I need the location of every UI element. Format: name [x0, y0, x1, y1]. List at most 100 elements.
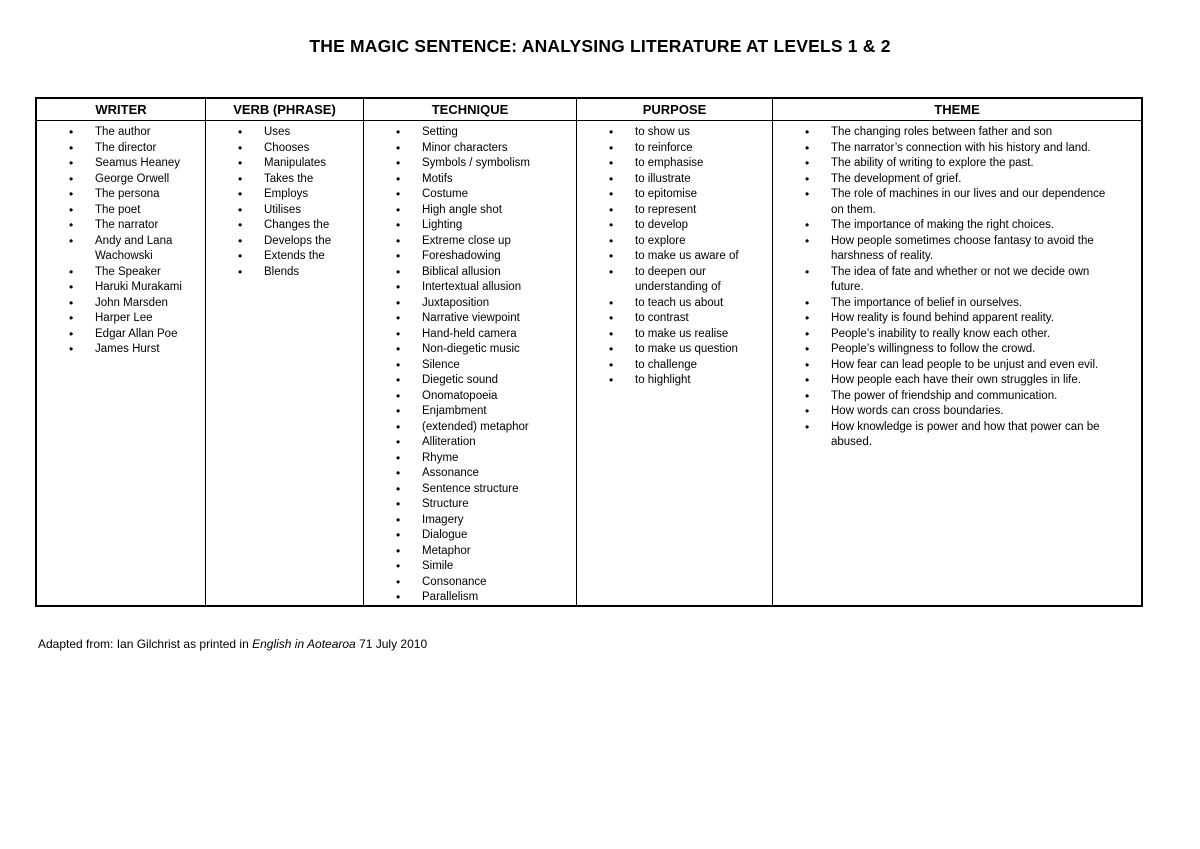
column-header-verb-phrase: VERB (PHRASE)	[206, 99, 363, 121]
list-item: Enjambment	[364, 404, 562, 420]
list-item: to epitomise	[577, 187, 758, 203]
list-item: High angle shot	[364, 203, 562, 219]
list-item: Extreme close up	[364, 234, 562, 250]
technique-list: SettingMinor charactersSymbols / symboli…	[364, 121, 576, 605]
list-item: Lighting	[364, 218, 562, 234]
list-item: to develop	[577, 218, 758, 234]
list-item: The Speaker	[37, 265, 191, 281]
list-item: How words can cross boundaries.	[773, 404, 1121, 420]
list-item: Narrative viewpoint	[364, 311, 562, 327]
list-item: to illustrate	[577, 172, 758, 188]
list-item: Imagery	[364, 513, 562, 529]
column-header-technique: TECHNIQUE	[364, 99, 576, 121]
list-item: Costume	[364, 187, 562, 203]
list-item: John Marsden	[37, 296, 191, 312]
column-theme: THEME The changing roles between father …	[772, 99, 1141, 605]
list-item: Onomatopoeia	[364, 389, 562, 405]
list-item: How knowledge is power and how that powe…	[773, 420, 1121, 451]
list-item: Hand-held camera	[364, 327, 562, 343]
column-header-writer: WRITER	[37, 99, 205, 121]
list-item: Foreshadowing	[364, 249, 562, 265]
list-item: Manipulates	[206, 156, 349, 172]
list-item: The director	[37, 141, 191, 157]
attribution-note: Adapted from: Ian Gilchrist as printed i…	[38, 637, 427, 651]
list-item: The idea of fate and whether or not we d…	[773, 265, 1121, 296]
list-item: to show us	[577, 125, 758, 141]
column-header-theme: THEME	[773, 99, 1141, 121]
attribution-prefix: Adapted from: Ian Gilchrist as printed i…	[38, 637, 253, 651]
list-item: Dialogue	[364, 528, 562, 544]
list-item: James Hurst	[37, 342, 191, 358]
list-item: People’s inability to really know each o…	[773, 327, 1121, 343]
attribution-suffix: 71 July 2010	[355, 637, 428, 651]
list-item: Minor characters	[364, 141, 562, 157]
list-item: Sentence structure	[364, 482, 562, 498]
list-item: Extends the	[206, 249, 349, 265]
list-item: to make us question	[577, 342, 758, 358]
list-item: The ability of writing to explore the pa…	[773, 156, 1121, 172]
list-item: The development of grief.	[773, 172, 1121, 188]
list-item: The role of machines in our lives and ou…	[773, 187, 1121, 218]
writer-list: The authorThe directorSeamus HeaneyGeorg…	[37, 121, 205, 605]
list-item: Edgar Allan Poe	[37, 327, 191, 343]
list-item: Develops the	[206, 234, 349, 250]
list-item: to represent	[577, 203, 758, 219]
list-item: Biblical allusion	[364, 265, 562, 281]
list-item: Haruki Murakami	[37, 280, 191, 296]
list-item: Structure	[364, 497, 562, 513]
list-item: Takes the	[206, 172, 349, 188]
list-item: The persona	[37, 187, 191, 203]
list-item: Diegetic sound	[364, 373, 562, 389]
list-item: Metaphor	[364, 544, 562, 560]
attribution-journal-title: English in Aotearoa	[252, 637, 356, 651]
list-item: Seamus Heaney	[37, 156, 191, 172]
list-item: Chooses	[206, 141, 349, 157]
list-item: The author	[37, 125, 191, 141]
list-item: (extended) metaphor	[364, 420, 562, 436]
list-item: Setting	[364, 125, 562, 141]
list-item: Andy and Lana Wachowski	[37, 234, 191, 265]
list-item: The power of friendship and communicatio…	[773, 389, 1121, 405]
list-item: The changing roles between father and so…	[773, 125, 1121, 141]
list-item: to emphasise	[577, 156, 758, 172]
list-item: Symbols / symbolism	[364, 156, 562, 172]
list-item: The narrator’s connection with his histo…	[773, 141, 1121, 157]
purpose-list: to show usto reinforceto emphasiseto ill…	[577, 121, 772, 605]
list-item: to deepen our understanding of	[577, 265, 758, 296]
list-item: Silence	[364, 358, 562, 374]
list-item: Parallelism	[364, 590, 562, 605]
list-item: Consonance	[364, 575, 562, 591]
theme-list: The changing roles between father and so…	[773, 121, 1141, 605]
list-item: Rhyme	[364, 451, 562, 467]
list-item: to teach us about	[577, 296, 758, 312]
list-item: Employs	[206, 187, 349, 203]
list-item: The poet	[37, 203, 191, 219]
list-item: People’s willingness to follow the crowd…	[773, 342, 1121, 358]
list-item: How reality is found behind apparent rea…	[773, 311, 1121, 327]
list-item: Changes the	[206, 218, 349, 234]
list-item: Motifs	[364, 172, 562, 188]
column-technique: TECHNIQUE SettingMinor charactersSymbols…	[363, 99, 576, 605]
list-item: Uses	[206, 125, 349, 141]
verb-phrase-list: UsesChoosesManipulatesTakes theEmploysUt…	[206, 121, 363, 605]
list-item: to make us realise	[577, 327, 758, 343]
analysis-table: WRITER The authorThe directorSeamus Hean…	[35, 97, 1143, 607]
list-item: Intertextual allusion	[364, 280, 562, 296]
list-item: to explore	[577, 234, 758, 250]
list-item: Blends	[206, 265, 349, 281]
list-item: to challenge	[577, 358, 758, 374]
list-item: Alliteration	[364, 435, 562, 451]
list-item: Juxtaposition	[364, 296, 562, 312]
list-item: to make us aware of	[577, 249, 758, 265]
page-title: THE MAGIC SENTENCE: ANALYSING LITERATURE…	[309, 36, 891, 56]
list-item: Non-diegetic music	[364, 342, 562, 358]
list-item: How people each have their own struggles…	[773, 373, 1121, 389]
list-item: How people sometimes choose fantasy to a…	[773, 234, 1121, 265]
list-item: How fear can lead people to be unjust an…	[773, 358, 1121, 374]
list-item: to reinforce	[577, 141, 758, 157]
list-item: Assonance	[364, 466, 562, 482]
list-item: Utilises	[206, 203, 349, 219]
list-item: to contrast	[577, 311, 758, 327]
list-item: The narrator	[37, 218, 191, 234]
list-item: The importance of making the right choic…	[773, 218, 1121, 234]
